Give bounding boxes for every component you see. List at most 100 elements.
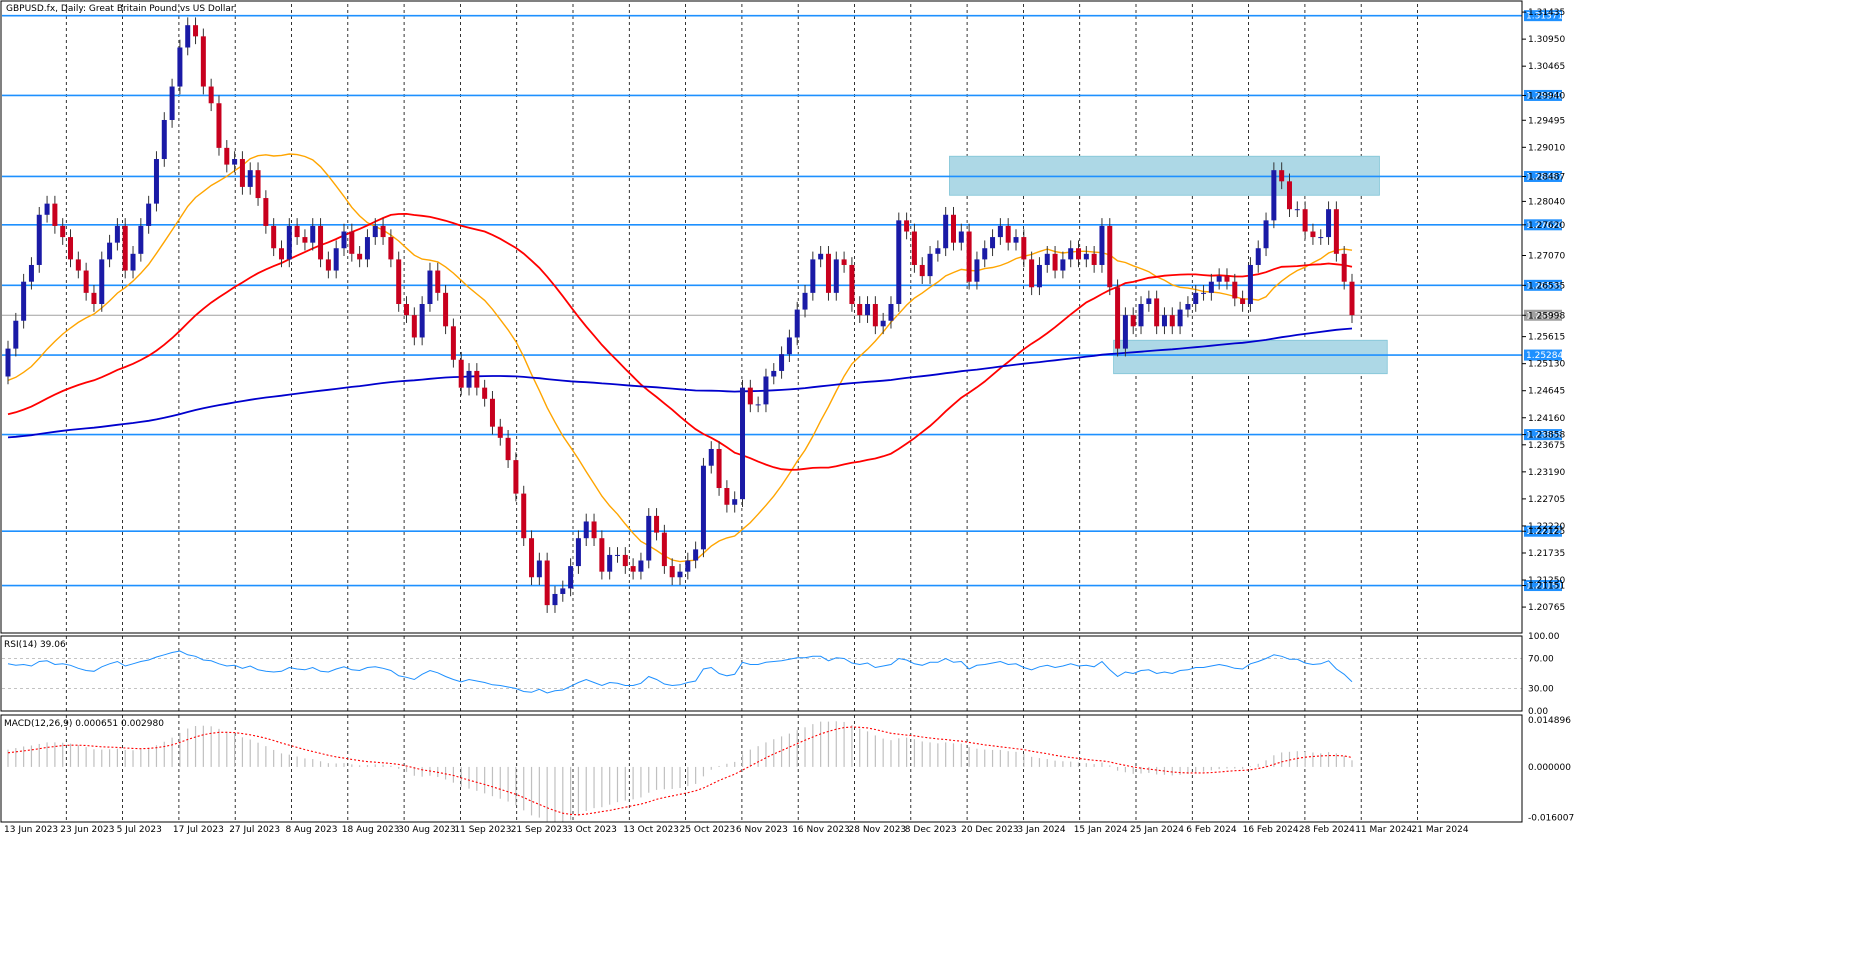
level-label: 1.27620 bbox=[1526, 221, 1563, 231]
level-label: 1.31371 bbox=[1526, 12, 1563, 22]
candle-body bbox=[435, 270, 441, 293]
x-date-label: 20 Dec 2023 bbox=[961, 825, 1019, 835]
candle-body bbox=[622, 554, 628, 567]
candle-body bbox=[849, 264, 855, 305]
price-tick-label: 1.29495 bbox=[1528, 116, 1565, 126]
price-tick-label: 1.31435 bbox=[1528, 8, 1565, 18]
candle-body bbox=[919, 264, 925, 277]
candle-body bbox=[169, 86, 175, 120]
price-tick-label: 1.21151 bbox=[1528, 582, 1565, 592]
candle-body bbox=[880, 320, 886, 327]
x-date-label: 17 Jul 2023 bbox=[173, 825, 224, 835]
candle-body bbox=[1318, 237, 1324, 239]
macd-tick-label: 0.000000 bbox=[1528, 763, 1571, 773]
candle-body bbox=[1255, 248, 1261, 265]
price-tick-label: 1.27620 bbox=[1528, 221, 1565, 231]
candle-body bbox=[1044, 253, 1050, 265]
candle-body bbox=[1091, 253, 1097, 265]
candle-body bbox=[1232, 281, 1238, 299]
candle-body bbox=[833, 259, 839, 293]
candle-body bbox=[278, 248, 284, 260]
candle-body bbox=[161, 119, 167, 160]
x-date-label: 5 Jul 2023 bbox=[117, 825, 162, 835]
macd-label: MACD(12,26,9) 0.000651 0.002980 bbox=[4, 719, 164, 729]
candle-body bbox=[372, 225, 378, 238]
candle-body bbox=[1169, 315, 1175, 327]
candle-body bbox=[1021, 237, 1027, 260]
candle-body bbox=[310, 225, 316, 243]
candle-body bbox=[990, 237, 996, 249]
candle-body bbox=[83, 270, 89, 293]
x-date-label: 23 Jun 2023 bbox=[60, 825, 114, 835]
candle-body bbox=[1349, 281, 1355, 316]
candle-body bbox=[216, 103, 222, 148]
candle-body bbox=[99, 259, 105, 305]
candle-body bbox=[896, 220, 902, 305]
price-tick-label: 1.28487 bbox=[1528, 172, 1565, 182]
price-tick-label: 1.30950 bbox=[1528, 35, 1565, 45]
macd-frame bbox=[0, 714, 1523, 823]
rsi-line bbox=[7, 650, 1353, 694]
candle-body bbox=[865, 304, 871, 316]
x-date-label: 3 Oct 2023 bbox=[567, 825, 617, 835]
candle-body bbox=[1060, 259, 1066, 271]
candle-body bbox=[1099, 225, 1105, 265]
candle-body bbox=[263, 198, 269, 226]
candle-body bbox=[1201, 292, 1207, 294]
candle-body bbox=[716, 448, 722, 489]
x-date-label: 16 Nov 2023 bbox=[792, 825, 850, 835]
x-date-label: 3 Jan 2024 bbox=[1017, 825, 1065, 835]
x-date-label: 6 Feb 2024 bbox=[1186, 825, 1237, 835]
candle-body bbox=[575, 538, 581, 567]
candle-body bbox=[700, 465, 706, 550]
candle-body bbox=[364, 237, 370, 260]
candle-body bbox=[669, 566, 675, 578]
rsi-panel: 100.00 70.00 30.00 0.00 bbox=[2, 632, 1560, 717]
candle-body bbox=[982, 248, 988, 260]
candle-body bbox=[271, 225, 277, 249]
candle-body bbox=[646, 515, 652, 561]
candle-body bbox=[411, 315, 417, 338]
rsi-tick-label: 70.00 bbox=[1528, 655, 1554, 665]
candle-body bbox=[685, 560, 691, 572]
candle-body bbox=[1294, 209, 1300, 211]
candle-body bbox=[200, 36, 206, 87]
candle-body bbox=[91, 292, 97, 305]
candle-body bbox=[255, 170, 261, 199]
macd-tick-label: 0.014896 bbox=[1528, 716, 1571, 726]
candle-body bbox=[841, 259, 847, 265]
candle-body bbox=[1224, 276, 1230, 282]
x-date-label: 16 Feb 2024 bbox=[1243, 825, 1299, 835]
candle-body bbox=[1076, 248, 1082, 260]
candle-body bbox=[341, 231, 347, 249]
candle-body bbox=[318, 225, 324, 260]
candle-body bbox=[1036, 264, 1042, 288]
level-label-box bbox=[1524, 170, 1562, 182]
price-tick-label: 1.24160 bbox=[1528, 414, 1565, 424]
candle-body bbox=[1271, 170, 1277, 221]
candle-body bbox=[654, 515, 660, 533]
x-date-label: 28 Nov 2023 bbox=[849, 825, 907, 835]
candle-body bbox=[1208, 281, 1214, 293]
candle-body bbox=[599, 538, 605, 572]
candle-body bbox=[708, 448, 714, 466]
x-date-label: 11 Mar 2024 bbox=[1355, 825, 1412, 835]
candle-body bbox=[583, 521, 589, 539]
candle-body bbox=[28, 264, 34, 282]
candle-body bbox=[1263, 220, 1269, 249]
candle-body bbox=[107, 242, 113, 260]
price-tick-label: 1.26535 bbox=[1528, 281, 1565, 291]
candle-body bbox=[286, 225, 292, 260]
candle-body bbox=[1177, 309, 1183, 327]
candle-body bbox=[1302, 209, 1308, 232]
candle-body bbox=[560, 588, 566, 594]
candle-body bbox=[1310, 231, 1316, 238]
level-label-box bbox=[1524, 89, 1562, 101]
x-date-label: 11 Sep 2023 bbox=[454, 825, 511, 835]
level-label: 1.28487 bbox=[1526, 172, 1563, 182]
candle-body bbox=[786, 337, 792, 355]
candle-body bbox=[857, 304, 863, 316]
candle-body bbox=[802, 292, 808, 310]
candle-body bbox=[1154, 298, 1160, 327]
